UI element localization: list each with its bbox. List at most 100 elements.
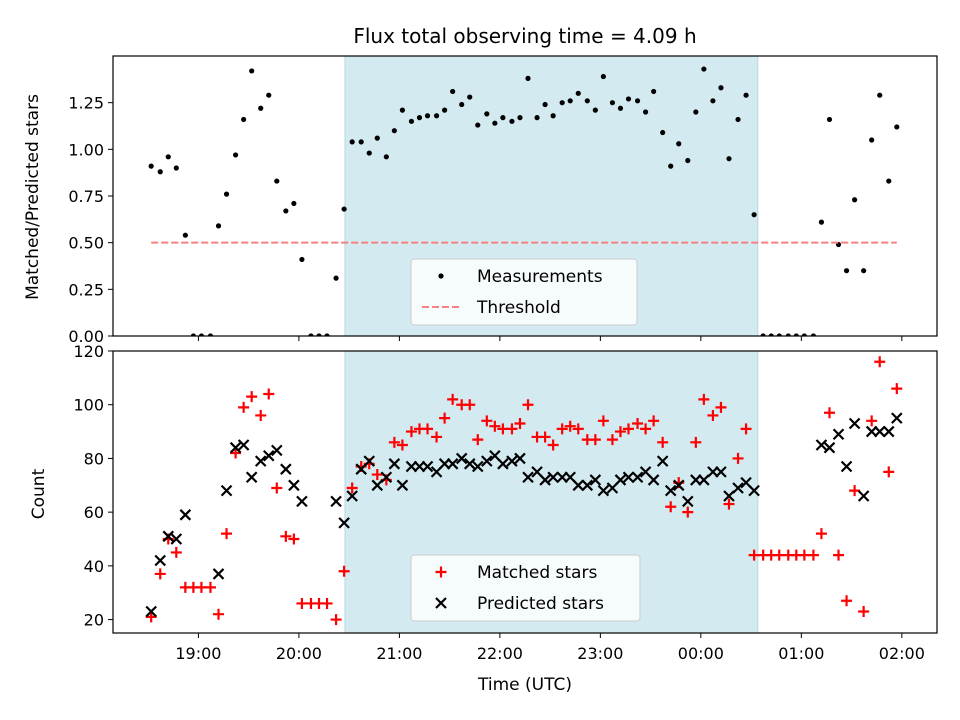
predicted-star-point <box>539 474 551 486</box>
measurement-point <box>249 68 255 74</box>
measurement-point <box>668 163 674 169</box>
measurement-point <box>399 107 406 113</box>
matched-star-point <box>690 436 702 448</box>
axes-frame <box>112 350 938 634</box>
predicted-star-point <box>388 458 401 470</box>
matched-star-point <box>698 393 710 405</box>
legend-marker-measurements <box>438 273 444 279</box>
measurement-point <box>182 232 188 238</box>
measurement-point <box>567 98 573 104</box>
predicted-star-point <box>891 412 903 424</box>
matched-star-point <box>564 420 576 432</box>
chart-title: Flux total observing time = 4.09 h <box>353 24 696 48</box>
measurement-point <box>215 223 222 229</box>
measurement-point <box>324 333 330 336</box>
predicted-star-point <box>514 452 526 465</box>
matched-star-point <box>405 426 417 438</box>
y-tick-label: 0.75 <box>68 187 104 206</box>
predicted-star-point <box>463 458 476 470</box>
x-tick-label: 00:00 <box>678 644 724 663</box>
predicted-star-point <box>162 530 175 543</box>
measurement-point <box>500 115 506 121</box>
measurement-point <box>190 333 196 336</box>
predicted-star-point <box>296 495 308 508</box>
x-tick-label: 22:00 <box>477 644 523 663</box>
y-tick-label: 1.25 <box>68 94 104 113</box>
matched-star-point <box>213 608 225 620</box>
measurement-point <box>374 135 380 141</box>
measurement-point <box>433 113 440 119</box>
measurement-point <box>584 98 590 104</box>
predicted-star-point <box>396 479 409 492</box>
y-tick-label: 60 <box>84 503 104 522</box>
series-predicted-stars <box>145 412 903 618</box>
matched-star-point <box>145 611 157 623</box>
predicted-star-point <box>815 439 828 451</box>
measurement-point <box>341 206 347 212</box>
matched-star-point <box>614 426 626 438</box>
x-tick-label: 19:00 <box>175 644 221 663</box>
matched-star-point <box>891 383 903 395</box>
measurement-point <box>600 73 606 80</box>
predicted-star-point <box>656 455 669 467</box>
matched-star-point <box>648 415 660 427</box>
predicted-star-point <box>330 495 342 508</box>
matched-star-point <box>330 614 342 626</box>
matched-star-point <box>740 423 752 435</box>
matched-star-point <box>238 401 250 413</box>
legend: Measurements Threshold <box>410 258 638 326</box>
predicted-star-point <box>715 466 727 478</box>
predicted-star-point <box>497 458 509 470</box>
predicted-star-point <box>857 490 870 502</box>
matched-star-point <box>556 423 568 435</box>
measurement-point <box>676 141 682 147</box>
plot-area <box>145 356 903 626</box>
measurement-point <box>366 150 372 156</box>
x-tick-label: 21:00 <box>376 644 422 663</box>
matched-star-point <box>506 423 518 435</box>
measurement-point <box>701 66 707 72</box>
measurement-point <box>735 116 741 123</box>
measurement-point <box>509 118 515 124</box>
measurement-point <box>349 139 355 145</box>
matched-star-point <box>422 423 434 435</box>
y-tick-label: 100 <box>73 396 104 415</box>
predicted-star-point <box>572 479 585 492</box>
measurement-point <box>660 129 666 136</box>
predicted-star-point <box>229 441 242 454</box>
measurement-point <box>383 154 389 160</box>
measurement-point <box>358 139 364 145</box>
predicted-star-point <box>338 517 350 529</box>
matched-star-point <box>858 606 870 618</box>
predicted-star-point <box>664 484 677 497</box>
predicted-star-point <box>237 439 250 451</box>
predicted-star-point <box>589 474 602 486</box>
x-tick-label: 01:00 <box>778 644 824 663</box>
measurement-point <box>475 122 481 128</box>
measurement-point <box>886 178 892 184</box>
legend-label: Matched stars <box>477 563 597 583</box>
x-axis-label: Time (UTC) <box>477 675 572 695</box>
measurement-point <box>207 333 214 336</box>
matched-star-point <box>715 401 727 413</box>
measurement-point <box>241 116 247 123</box>
measurement-point <box>760 333 766 336</box>
legend-marker-matched <box>435 566 447 578</box>
matched-star-point <box>606 434 618 446</box>
matched-star-point <box>338 565 350 577</box>
measurement-point <box>266 92 272 98</box>
measurement-point <box>818 219 825 225</box>
measurement-point <box>869 137 875 143</box>
y-tick-label: 20 <box>84 611 104 630</box>
predicted-star-point <box>848 417 861 430</box>
legend-marker-predicted <box>435 597 447 609</box>
measurement-point <box>642 109 649 115</box>
matched-star-point <box>388 436 400 448</box>
measurement-point <box>165 154 171 160</box>
measurement-point <box>651 88 657 95</box>
predicted-star-point <box>254 455 267 467</box>
measurement-point <box>534 115 540 121</box>
predicted-star-point <box>245 471 258 484</box>
matched-star-point <box>665 501 677 513</box>
matched-star-point <box>657 436 669 448</box>
